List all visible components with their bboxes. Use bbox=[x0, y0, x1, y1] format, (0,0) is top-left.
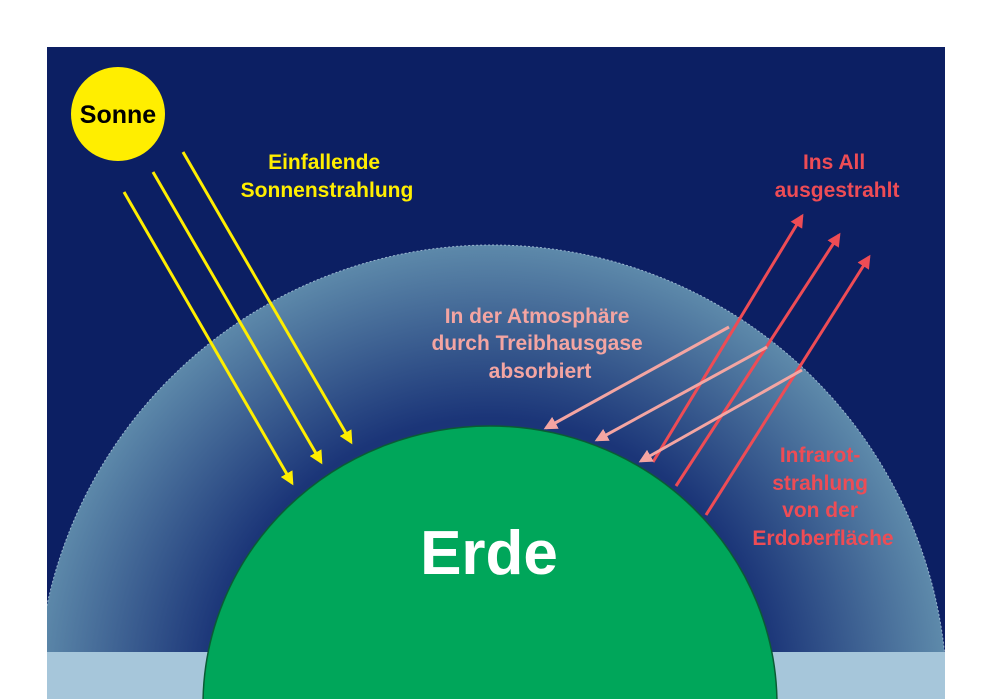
solar-arrow-2 bbox=[151, 171, 323, 465]
absorbed-radiation-arrows bbox=[543, 325, 803, 463]
infrared-label: Infrarot- strahlung von der Erdoberfläch… bbox=[752, 444, 893, 550]
solar-arrow-1 bbox=[122, 191, 294, 486]
incoming-radiation-label-line1: Einfallende bbox=[268, 151, 380, 174]
infrared-label-line1: Infrarot- bbox=[780, 444, 861, 467]
earth-label: Erde bbox=[420, 519, 558, 588]
incoming-radiation-label-line2: Sonnenstrahlung bbox=[241, 179, 414, 202]
incoming-radiation-label: Einfallende Sonnenstrahlung bbox=[241, 151, 414, 202]
infrared-arrow-2 bbox=[674, 232, 841, 487]
space-emission-label-line2: ausgestrahlt bbox=[775, 179, 900, 202]
earth bbox=[202, 425, 778, 699]
sun bbox=[71, 67, 165, 161]
absorbed-label: In der Atmosphäre durch Treibhausgase ab… bbox=[431, 305, 648, 383]
sun-label: Sonne bbox=[80, 101, 156, 129]
absorbed-arrow-1 bbox=[543, 325, 730, 430]
absorbed-label-line1: In der Atmosphäre bbox=[445, 305, 630, 328]
absorbed-label-line3: absorbiert bbox=[489, 360, 592, 383]
absorbed-arrow-3 bbox=[638, 368, 803, 463]
solar-arrow-3 bbox=[181, 151, 353, 445]
absorbed-arrow-2 bbox=[594, 345, 768, 442]
infrared-arrow-3 bbox=[704, 254, 871, 516]
infrared-label-line4: Erdoberfläche bbox=[752, 527, 893, 550]
infrared-arrow-1 bbox=[651, 213, 804, 463]
infrared-label-line2: strahlung bbox=[772, 472, 868, 495]
absorbed-label-line2: durch Treibhausgase bbox=[431, 332, 642, 355]
solar-radiation-arrows bbox=[122, 151, 353, 486]
space-emission-label-line1: Ins All bbox=[803, 151, 865, 174]
space-emission-label: Ins All ausgestrahlt bbox=[775, 151, 900, 202]
infrared-label-line3: von der bbox=[782, 499, 858, 522]
infrared-arrows bbox=[651, 213, 871, 516]
